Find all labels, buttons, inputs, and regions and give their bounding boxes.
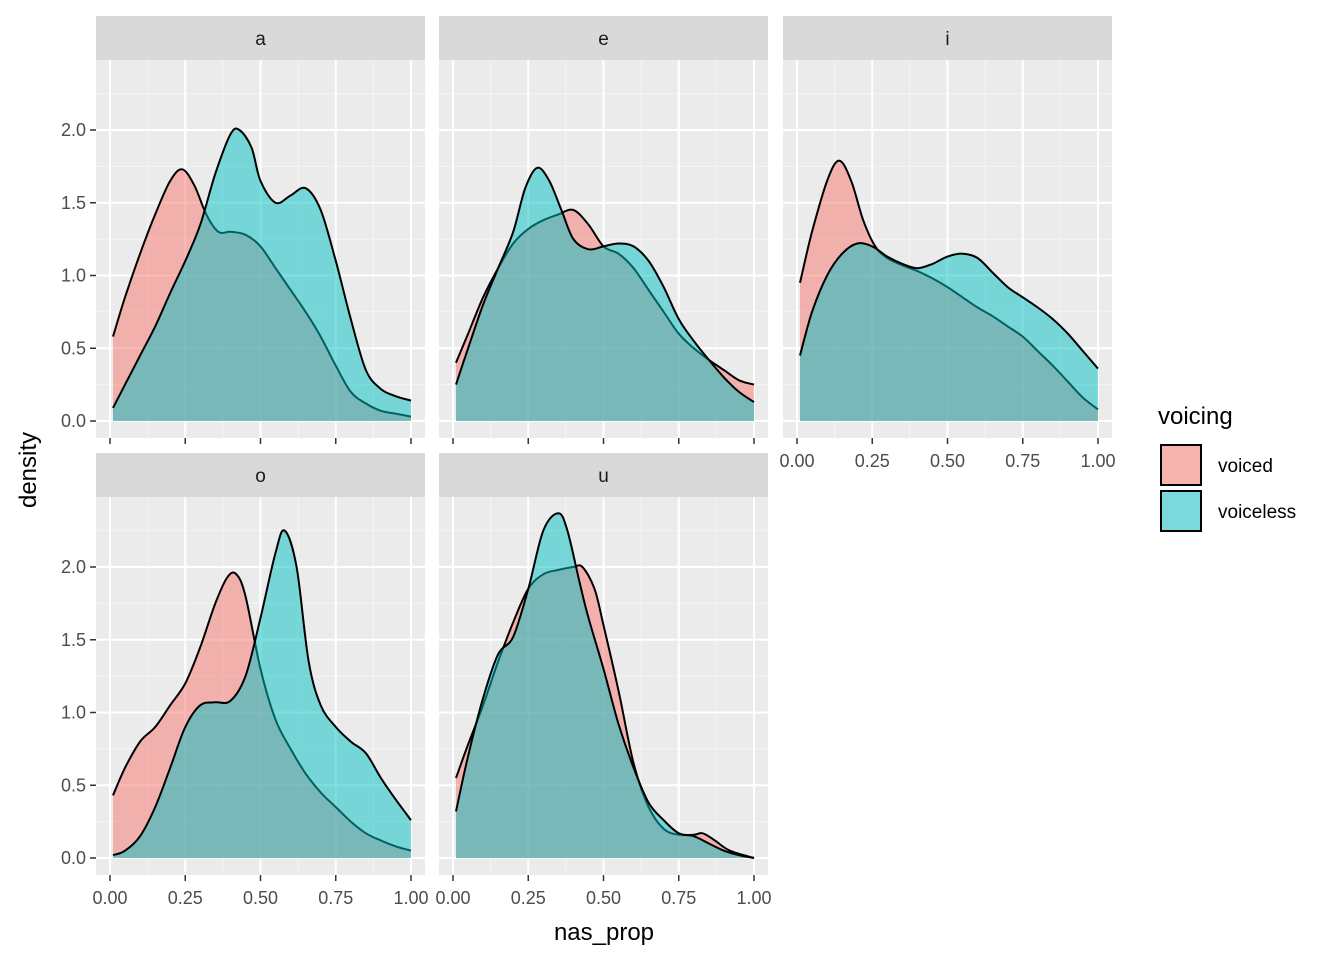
facet-strip [439, 16, 768, 60]
legend-swatch-voiced [1160, 444, 1202, 486]
x-tick-label: 0.75 [318, 888, 353, 908]
legend-title: voicing [1158, 403, 1233, 430]
density-line-voiced [455, 564, 755, 859]
x-axis-label: nas_prop [554, 919, 654, 946]
legend-label: voiced [1218, 456, 1273, 477]
x-tick-label: 0.75 [1005, 451, 1040, 471]
density-line-voiceless [799, 242, 1099, 370]
y-tick-label: 2.0 [61, 557, 86, 577]
facet-strip [96, 16, 425, 60]
y-tick-label: 0.5 [61, 775, 86, 795]
facet-panel: o [96, 453, 425, 875]
y-tick-label: 1.5 [61, 193, 86, 213]
y-tick-label: 1.5 [61, 630, 86, 650]
density-areas [112, 529, 412, 858]
facet-panel: i [783, 16, 1112, 438]
legend-entries: voiced voiceless [1160, 444, 1296, 532]
y-tick-label: 0.0 [61, 411, 86, 431]
legend-entry: voiceless [1160, 490, 1296, 532]
facet-label: e [598, 29, 609, 50]
y-tick-label: 1.0 [61, 266, 86, 286]
density-line-voiceless [112, 127, 412, 409]
density-line-voiceless [455, 512, 755, 859]
x-tick-label: 1.00 [393, 888, 428, 908]
facet-label: i [945, 29, 949, 50]
density-areas [112, 127, 412, 421]
density-line-voiceless [455, 166, 755, 403]
density-line-voiceless [112, 529, 412, 857]
x-tick-label: 0.75 [661, 888, 696, 908]
facet-strip [783, 16, 1112, 60]
x-tick-label: 0.50 [243, 888, 278, 908]
facet-panel: e [439, 16, 768, 438]
x-tick-label: 0.25 [168, 888, 203, 908]
density-area-voiceless [456, 513, 754, 858]
facet-label: u [598, 466, 609, 487]
facet-label: o [255, 466, 266, 487]
y-tick-label: 1.0 [61, 703, 86, 723]
density-areas [455, 166, 755, 421]
y-tick-label: 2.0 [61, 120, 86, 140]
x-tick-label: 0.50 [586, 888, 621, 908]
facet-strip [96, 453, 425, 497]
x-tick-label: 0.25 [855, 451, 890, 471]
axes: 0.0 0.5 1.0 1.5 2.0 0.00 0.25 0.50 0.75 1.00 0.0 0.… [61, 120, 1116, 908]
legend-swatch-voiceless [1160, 490, 1202, 532]
y-tick-label: 0.0 [61, 848, 86, 868]
x-tick-label: 1.00 [1080, 451, 1115, 471]
facet-strip [439, 453, 768, 497]
x-tick-label: 0.00 [92, 888, 127, 908]
density-area-voiceless [113, 128, 411, 421]
facet-panels: a e i o u [96, 16, 1112, 875]
legend: voicing voiced voiceless [1158, 403, 1296, 532]
x-tick-label: 0.25 [511, 888, 546, 908]
x-tick-label: 0.50 [930, 451, 965, 471]
y-tick-label: 0.5 [61, 338, 86, 358]
facet-label: a [255, 29, 266, 50]
density-areas [455, 512, 755, 859]
x-tick-label: 0.00 [779, 451, 814, 471]
density-area-voiceless [113, 530, 411, 858]
density-area-voiceless [456, 167, 754, 421]
y-axis-label: density [15, 432, 42, 508]
x-tick-label: 0.00 [435, 888, 470, 908]
facet-panel: u [439, 453, 768, 875]
legend-label: voiceless [1218, 502, 1296, 523]
density-area-voiceless [800, 243, 1098, 421]
facet-panel: a [96, 16, 425, 438]
density-areas [799, 159, 1099, 421]
legend-entry: voiced [1160, 444, 1273, 486]
x-tick-label: 1.00 [736, 888, 771, 908]
